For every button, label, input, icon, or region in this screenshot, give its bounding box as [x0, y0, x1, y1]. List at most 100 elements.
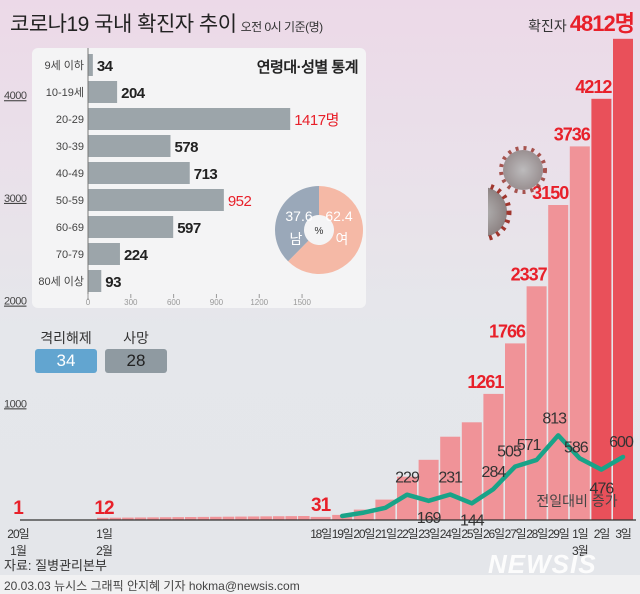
age-bar	[88, 189, 224, 211]
pie-center-label: %	[315, 226, 324, 237]
x-tick-label: 23일	[418, 527, 439, 541]
age-value-label: 952	[228, 193, 252, 210]
early-bar	[109, 517, 122, 520]
x-tick-label: 24일	[440, 527, 461, 541]
credit-text: 20.03.03 뉴시스 그래픽 안지혜 기자 hokma@newsis.com	[4, 579, 300, 593]
early-bar	[159, 517, 172, 520]
early-bar	[298, 516, 310, 520]
age-value-label: 713	[194, 166, 218, 183]
early-bar	[172, 517, 184, 520]
x-tick-label: 1일	[572, 527, 587, 541]
line-value-label: 476	[590, 481, 615, 498]
age-label: 10-19세	[46, 86, 84, 99]
x-tick-label: 20일	[7, 527, 28, 541]
bar-value-label: 1	[13, 498, 24, 519]
source-text: 자료: 질병관리본부	[4, 558, 107, 573]
line-series-label: 전일대비 증가	[536, 493, 617, 509]
bar-value-label: 31	[311, 495, 332, 516]
month-label: 2월	[96, 544, 112, 558]
bar-23일	[418, 459, 439, 520]
age-tick-label: 1500	[293, 298, 311, 307]
age-tick-label: 900	[210, 298, 224, 307]
age-bar	[88, 270, 102, 292]
x-tick-label: 19일	[332, 527, 353, 541]
bar-3일	[613, 38, 633, 521]
pie-slice-남	[275, 186, 319, 262]
bar-28일	[526, 286, 547, 520]
early-bar	[147, 517, 159, 520]
line-value-label: 144	[460, 512, 485, 529]
early-bar	[285, 516, 298, 520]
pie-slice-여	[288, 186, 363, 275]
bar-value-label: 1261	[467, 372, 504, 392]
x-tick-label: 22일	[397, 527, 418, 541]
line-value-label: 571	[517, 437, 542, 454]
pie-value-label: 37.6	[285, 208, 312, 224]
bar-24일	[440, 436, 461, 520]
early-bar	[222, 516, 235, 520]
age-bar	[88, 54, 93, 76]
chart-subtitle: 오전 0시 기준(명)	[240, 20, 324, 34]
x-tick-label: 2일	[594, 527, 609, 541]
age-value-label: 224	[124, 247, 149, 264]
line-value-label: 505	[497, 444, 522, 461]
age-tick-label: 300	[124, 298, 138, 307]
bar-2일	[591, 98, 612, 521]
early-bar	[272, 516, 285, 520]
bar-18일	[310, 516, 331, 520]
age-label: 9세 이하	[44, 58, 84, 72]
deaths-badge: 28	[105, 349, 167, 373]
age-value-label: 597	[177, 220, 201, 237]
line-value-label: 169	[417, 510, 442, 527]
age-label: 50-59	[56, 195, 84, 207]
y-tick-label: 4000	[4, 90, 27, 102]
early-bar	[260, 516, 272, 520]
bar-1일	[569, 146, 590, 520]
line-value-label: 586	[564, 439, 589, 456]
age-value-label: 34	[97, 58, 114, 75]
age-tick-label: 0	[86, 298, 91, 307]
released-label: 격리해제	[40, 330, 92, 346]
y-tick-label: 2000	[4, 296, 27, 308]
age-chart: 9세 이하 34 10-19세 204 20-29 1417명 30-39 578 40-49 7…	[38, 48, 363, 307]
age-value-label: 93	[105, 274, 121, 291]
inset-title: 연령대·성별 통계	[256, 59, 359, 76]
pie-name-label: 남	[290, 231, 303, 247]
age-gender-panel: 연령대·성별 통계 9세 이하 34 10-19세 204 20-29 1417명 30-3…	[32, 48, 366, 308]
month-label: 1월	[10, 544, 26, 558]
month-label: 3월	[572, 544, 588, 558]
line-value-label: 231	[438, 470, 463, 487]
line-value-label: 284	[482, 464, 507, 481]
line-value-label: 600	[609, 434, 634, 451]
early-bar	[235, 516, 247, 520]
age-value-label: 1417명	[294, 112, 339, 129]
x-tick-label: 1일	[96, 527, 112, 541]
age-bar	[88, 162, 190, 184]
age-tick-label: 600	[167, 298, 181, 307]
bar-25일	[461, 422, 482, 520]
bar-27일	[505, 343, 525, 520]
early-bar	[97, 517, 109, 520]
total-value: 4812명	[569, 11, 635, 36]
bar-value-label: 4212	[575, 77, 612, 97]
bar-value-label: 3150	[532, 183, 569, 203]
bar-value-label: 12	[94, 498, 114, 519]
early-bar	[197, 516, 210, 520]
bar-value-label: 1766	[489, 321, 526, 341]
age-tick-label: 1200	[250, 298, 268, 307]
x-tick-label: 27일	[505, 527, 526, 541]
bar-26일	[483, 393, 504, 520]
bar-value-label: 3736	[554, 124, 591, 144]
age-label: 40-49	[56, 168, 84, 180]
age-label: 70-79	[56, 249, 84, 261]
age-label: 80세 이상	[38, 275, 84, 288]
x-tick-label: 26일	[483, 527, 504, 541]
age-value-label: 578	[174, 139, 198, 156]
bar-value-label: 2337	[511, 264, 548, 284]
title-text: 코로나19 국내 확진자 추이	[10, 13, 237, 36]
newsis-logo: NEWSIS	[488, 549, 597, 579]
x-tick-label: 18일	[310, 527, 331, 541]
age-label: 60-69	[56, 222, 84, 234]
pie-value-label: 62.4	[325, 208, 352, 224]
